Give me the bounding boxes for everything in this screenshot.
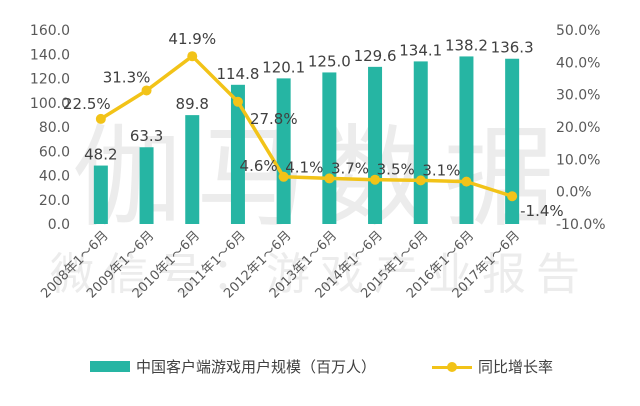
bar [413, 61, 428, 225]
legend-label-bar: 中国客户端游戏用户规模（百万人） [136, 358, 377, 376]
bar [322, 72, 337, 224]
left-tick-label: 20.0 [39, 193, 70, 209]
bar-series: 48.2 63.3 89.8 114.8 120.1 125.0 129.6 134.1 138… [84, 36, 534, 225]
bar [459, 56, 474, 225]
legend-label-line: 同比增长率 [478, 358, 554, 376]
line-data-label: 3.7% [331, 160, 369, 178]
bar-data-label: 120.1 [262, 58, 305, 76]
line-data-label: 27.8% [250, 110, 298, 128]
bar [139, 147, 154, 224]
left-tick-label: 40.0 [39, 169, 70, 185]
legend: 中国客户端游戏用户规模（百万人） 同比增长率 [0, 356, 640, 380]
bar [93, 165, 108, 224]
line-data-label: 22.5% [63, 95, 111, 113]
right-tick-label: -10.0% [556, 217, 606, 233]
bar [230, 84, 245, 225]
legend-line-swatch [432, 360, 472, 374]
x-axis: 2008年1～6月2009年1～6月2010年1～6月2011年1～6月2012… [38, 228, 523, 301]
left-tick-label: 120.0 [30, 72, 70, 88]
left-tick-label: 60.0 [39, 144, 70, 160]
right-tick-label: 30.0% [556, 88, 600, 104]
line-point [141, 85, 152, 96]
bar [276, 78, 291, 224]
bar-data-label: 138.2 [445, 36, 488, 54]
line-point [278, 171, 289, 182]
left-tick-label: 0.0 [48, 217, 70, 233]
bar-data-label: 48.2 [84, 146, 117, 164]
combo-chart: 0.020.040.060.080.0100.0120.0140.0160.0 … [30, 23, 606, 302]
bar-data-label: 89.8 [176, 95, 209, 113]
right-tick-label: 0.0% [556, 185, 592, 201]
bar [368, 66, 383, 224]
left-tick-label: 140.0 [30, 47, 70, 63]
bar-data-label: 129.6 [354, 47, 397, 65]
left-tick-label: 80.0 [39, 120, 70, 136]
bar [185, 115, 200, 224]
bar-data-label: 134.1 [399, 41, 442, 59]
line-point [232, 96, 243, 107]
line-point [415, 175, 426, 186]
line-point [507, 191, 518, 202]
bar-data-label: 63.3 [130, 127, 163, 145]
line-data-label: 3.5% [377, 160, 415, 178]
line-point [370, 174, 381, 185]
right-tick-label: 10.0% [556, 152, 600, 168]
line-point [324, 173, 335, 184]
line-data-label: 4.1% [285, 158, 323, 176]
right-tick-label: 50.0% [556, 23, 600, 39]
legend-item-bar: 中国客户端游戏用户规模（百万人） [90, 356, 376, 377]
left-tick-label: 160.0 [30, 23, 70, 39]
line-data-label: 31.3% [103, 68, 151, 86]
bar-data-label: 125.0 [308, 52, 351, 70]
line-point [95, 113, 106, 124]
line-data-label: -1.4% [520, 202, 564, 220]
line-point [187, 51, 198, 62]
bar-data-label: 136.3 [491, 39, 534, 57]
right-axis: -10.0% 0.0% 10.0% 20.0% 30.0% 40.0% 50.0% [556, 23, 606, 233]
line-data-label: 41.9% [168, 30, 216, 48]
right-tick-label: 40.0% [556, 55, 600, 71]
line-data-label: 3.1% [422, 162, 460, 180]
line-data-label: 4.6% [240, 157, 278, 175]
left-tick-label: 100.0 [30, 96, 70, 112]
left-axis: 0.0 20.0 40.0 60.0 80.0 100.0 120.0 140.0 160.0 [30, 23, 70, 233]
bar-data-label: 114.8 [216, 65, 259, 83]
legend-bar-swatch [90, 361, 130, 372]
growth-line [99, 54, 513, 198]
bar [505, 58, 520, 224]
line-point [461, 176, 472, 187]
line-series: 22.5% 31.3% 41.9% 27.8% 4.6% 4.1% 3.7% 3.5% 3.1%… [63, 30, 564, 220]
legend-item-line: 同比增长率 [432, 356, 553, 377]
right-tick-label: 20.0% [556, 120, 600, 136]
